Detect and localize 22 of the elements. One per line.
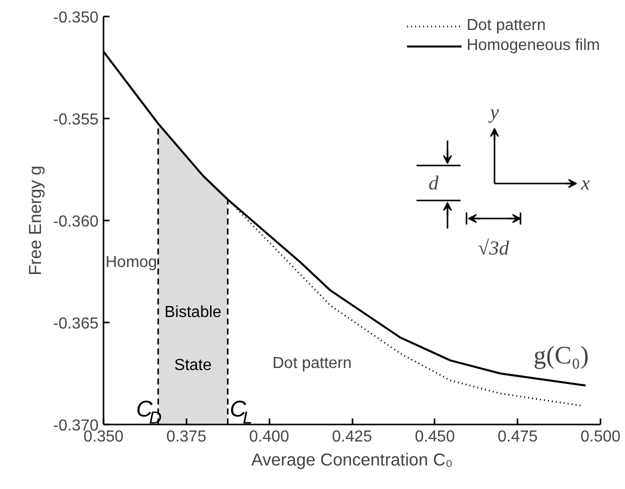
x-tick-label: 0.450 — [414, 428, 455, 446]
legend-label: Dot pattern — [466, 17, 546, 35]
annotation: g(C₀) — [534, 342, 589, 370]
x-tick-label: 0.475 — [498, 428, 538, 446]
x-tick-label: 0.400 — [249, 428, 290, 446]
annotation: √3d — [478, 238, 510, 260]
x-tick-label: 0.500 — [580, 428, 621, 446]
x-tick-label: 0.425 — [332, 428, 372, 446]
annotation: Dot pattern — [272, 355, 352, 372]
y-axis-title: Free Energy g — [25, 166, 46, 276]
x-axis-title: Average Concentration C₀ — [251, 450, 453, 470]
legend-label: Homogeneous film — [466, 37, 600, 55]
annotation: Homog — [106, 254, 158, 271]
text: Bistable State — [164, 304, 222, 374]
y-tick-label: -0.360 — [53, 214, 99, 230]
annotation: y — [488, 102, 500, 124]
annotation: d — [428, 172, 440, 194]
y-tick-label: -0.365 — [53, 316, 99, 332]
y-tick-label: -0.350 — [53, 10, 99, 26]
y-tick-label: -0.355 — [53, 112, 99, 128]
annotation: x — [580, 172, 590, 194]
x-tick-label: 0.375 — [166, 428, 206, 446]
